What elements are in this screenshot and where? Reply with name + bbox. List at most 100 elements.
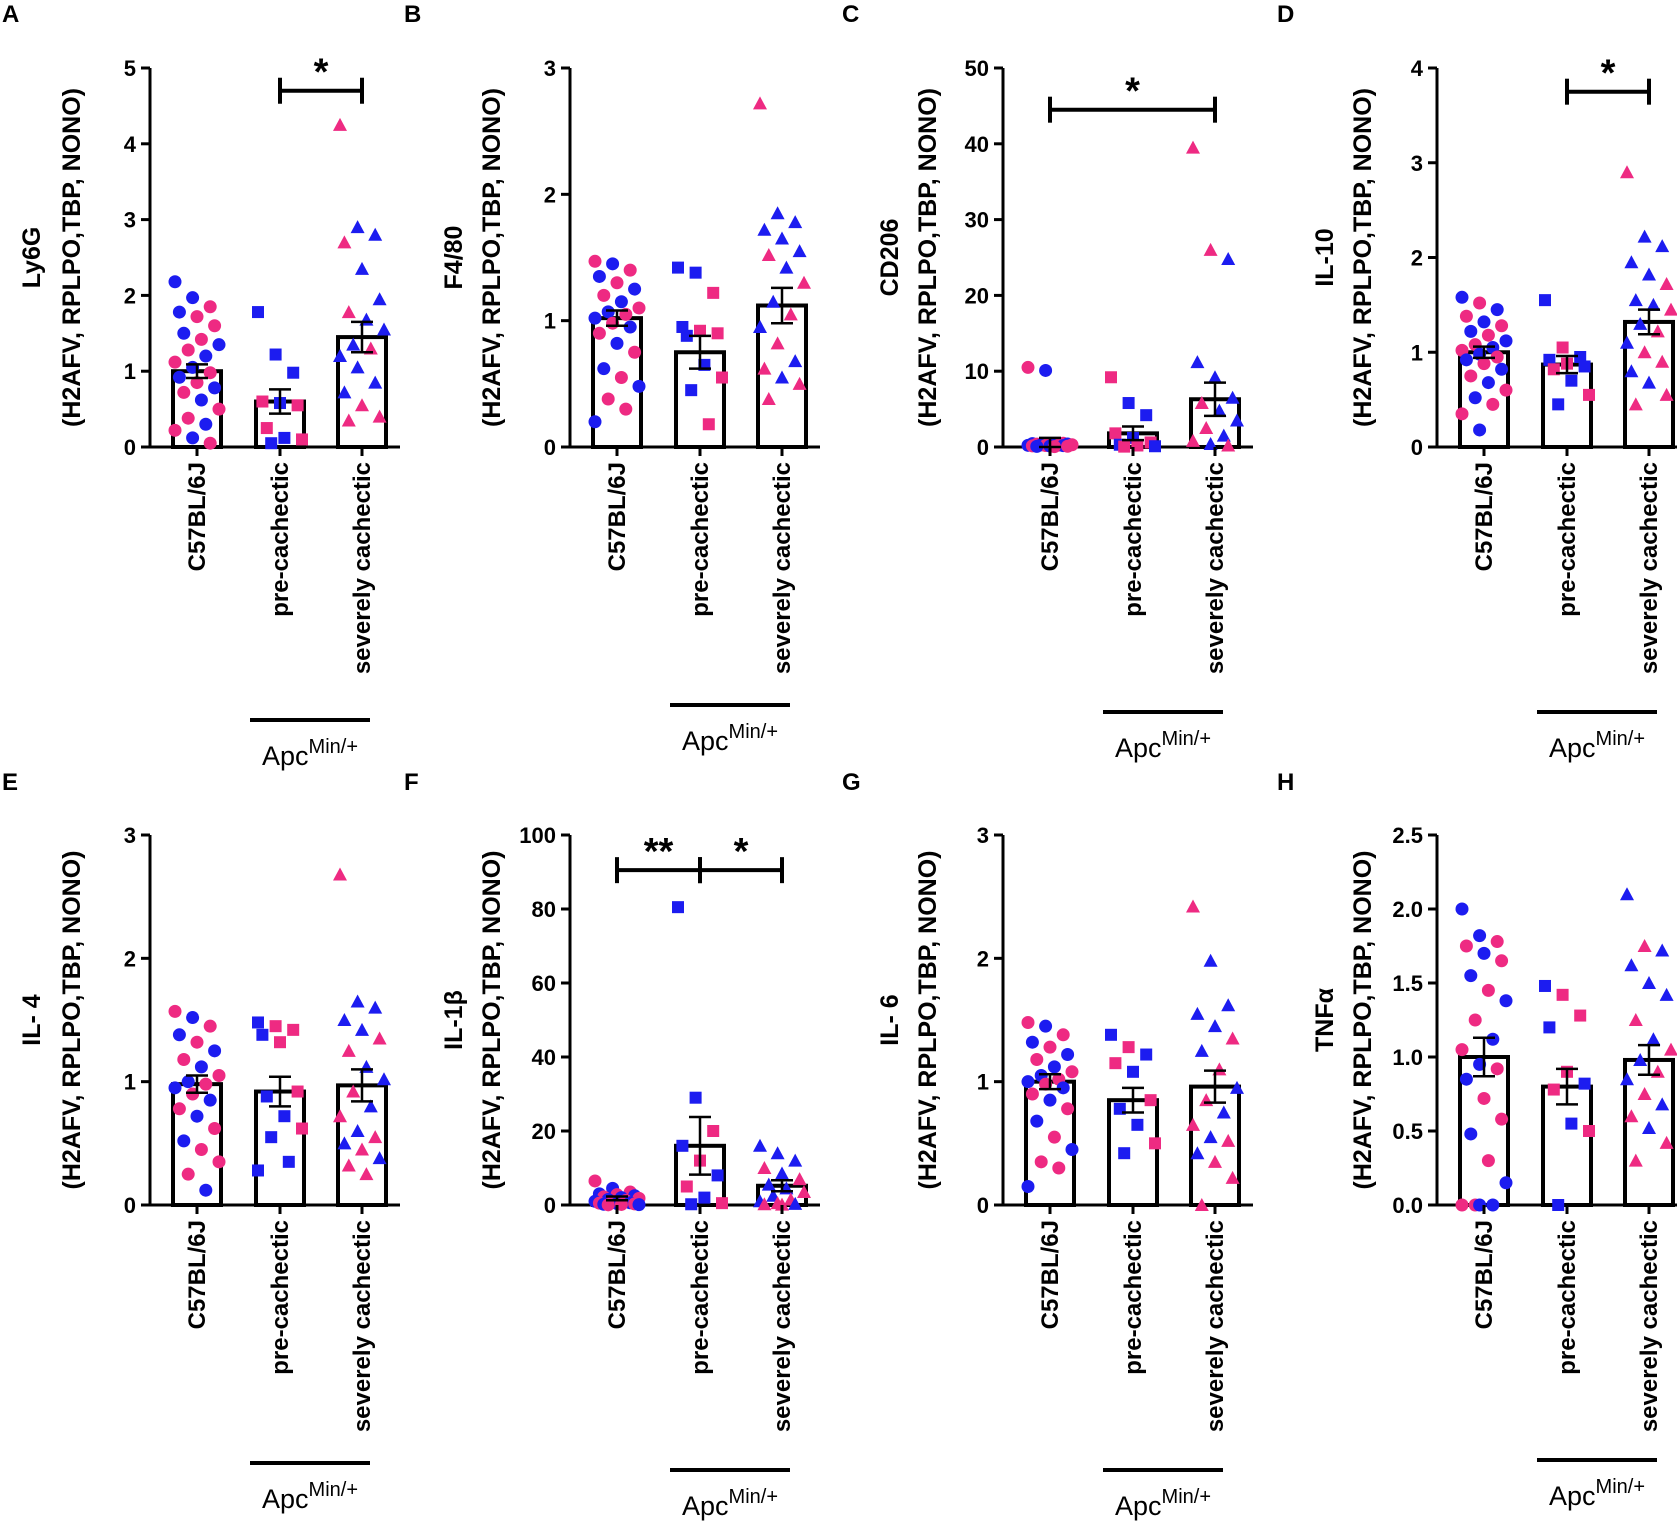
data-point-circle	[1481, 1154, 1495, 1168]
data-point-circle	[619, 402, 633, 416]
y-axis-normalizer: (H2AFV, RPLPO,TBP, NONO)	[914, 851, 942, 1190]
data-point-triangle	[1620, 887, 1634, 901]
x-category-label: severely cachectic	[1636, 462, 1663, 674]
data-point-circle	[1481, 983, 1495, 997]
y-tick-label: 0	[544, 435, 556, 460]
data-point-circle	[1481, 328, 1495, 342]
data-point-triangle	[1642, 1121, 1656, 1135]
data-point-square	[1109, 427, 1122, 440]
significance-bracket: *	[698, 831, 784, 884]
group-bracket: ApcMin/+	[250, 1461, 370, 1514]
bar-group-1	[1539, 979, 1595, 1211]
data-point-circle	[1061, 439, 1075, 453]
data-point-circle	[628, 282, 642, 296]
data-point-triangle	[1642, 267, 1656, 281]
x-category-label: C57BL/6J	[184, 1220, 211, 1329]
data-point-triangle	[1659, 277, 1674, 291]
data-point-circle	[168, 423, 182, 437]
data-point-triangle	[1221, 252, 1236, 266]
data-point-square	[1556, 988, 1569, 1001]
y-tick-label: 0	[977, 435, 989, 460]
data-point-circle	[628, 345, 642, 359]
data-point-circle	[203, 1019, 217, 1033]
y-axis-normalizer: (H2AFV, RPLPO,TBP, NONO)	[58, 851, 86, 1190]
data-point-square	[707, 1125, 720, 1137]
data-point-triangle	[1637, 345, 1652, 359]
bar-group-0	[1455, 290, 1513, 449]
data-point-circle	[181, 343, 195, 357]
data-point-circle	[208, 381, 222, 395]
panel-label: B	[404, 1, 421, 28]
data-point-square	[1574, 1009, 1587, 1022]
data-point-circle	[1468, 391, 1482, 405]
data-point-square	[702, 418, 715, 431]
data-point-triangle	[350, 360, 365, 374]
data-point-square	[711, 327, 724, 340]
x-category-label: severely cachectic	[769, 462, 796, 674]
data-point-triangle	[770, 336, 785, 350]
data-point-triangle	[1199, 1093, 1214, 1107]
y-tick-label: 3	[544, 56, 556, 81]
data-point-triangle	[368, 1000, 383, 1014]
bar-group-1	[672, 901, 728, 1211]
data-point-triangle	[377, 322, 391, 336]
data-point-triangle	[770, 206, 785, 220]
data-point-circle	[1455, 1043, 1469, 1057]
data-point-square	[1552, 1199, 1565, 1211]
group-label-main: Apc	[682, 726, 729, 756]
bar-group-0	[588, 254, 646, 450]
panel-label: H	[1277, 769, 1294, 796]
data-point-circle	[588, 254, 602, 268]
data-point-square	[269, 1020, 282, 1033]
data-point-triangle	[350, 1124, 365, 1137]
data-point-triangle	[1620, 1072, 1634, 1086]
y-tick-label: 2	[124, 946, 136, 971]
data-point-circle	[1486, 1032, 1500, 1046]
data-point-triangle	[1624, 255, 1639, 269]
data-point-circle	[601, 305, 615, 319]
data-point-circle	[212, 402, 226, 416]
bar-group-2	[1620, 887, 1677, 1207]
data-point-circle	[199, 349, 213, 363]
group-bracket: ApcMin/+	[1537, 1458, 1657, 1511]
data-point-triangle	[377, 1072, 391, 1086]
data-point-circle	[1043, 1040, 1057, 1054]
data-point-circle	[199, 1077, 213, 1091]
data-point-triangle	[1208, 1019, 1222, 1033]
significance-bracket: *	[1048, 71, 1217, 123]
data-point-triangle	[1637, 229, 1652, 243]
panel-label: A	[2, 1, 19, 28]
data-point-triangle	[350, 220, 365, 234]
data-point-circle	[1056, 1081, 1070, 1095]
x-category-label: C57BL/6J	[184, 462, 211, 571]
data-point-circle	[623, 320, 637, 334]
data-point-circle	[1455, 407, 1469, 421]
data-point-triangle	[1628, 397, 1643, 411]
y-tick-label: 1	[544, 309, 556, 334]
data-point-triangle	[1664, 302, 1677, 316]
panel-a: A Ly6G (H2AFV, RPLPO,TBP, NONO) 0 1 2 3 4 5 C57BL…	[2, 1, 400, 771]
data-point-circle	[186, 431, 200, 445]
data-point-triangle	[1659, 387, 1674, 401]
data-point-circle	[1025, 1087, 1039, 1101]
data-point-square	[1118, 1147, 1131, 1160]
data-point-square	[1122, 1041, 1135, 1054]
data-point-triangle	[1186, 1117, 1200, 1131]
x-category-label: severely cachectic	[349, 1220, 376, 1432]
y-axis-title: IL- 6	[876, 994, 904, 1045]
data-point-triangle	[1646, 1032, 1661, 1046]
data-point-square	[694, 324, 706, 337]
data-point-triangle	[341, 305, 356, 319]
data-point-square	[1583, 1125, 1595, 1137]
data-point-triangle	[363, 1099, 378, 1113]
data-point-circle	[168, 1004, 182, 1018]
data-point-triangle	[337, 385, 352, 399]
data-point-circle	[1061, 1048, 1075, 1062]
data-point-square	[278, 431, 291, 444]
y-tick-label: 3	[1411, 151, 1423, 176]
data-point-triangle	[761, 391, 776, 405]
data-point-circle	[190, 1109, 204, 1123]
data-point-circle	[610, 336, 624, 350]
data-point-circle	[1490, 935, 1504, 949]
data-point-triangle	[753, 319, 767, 333]
